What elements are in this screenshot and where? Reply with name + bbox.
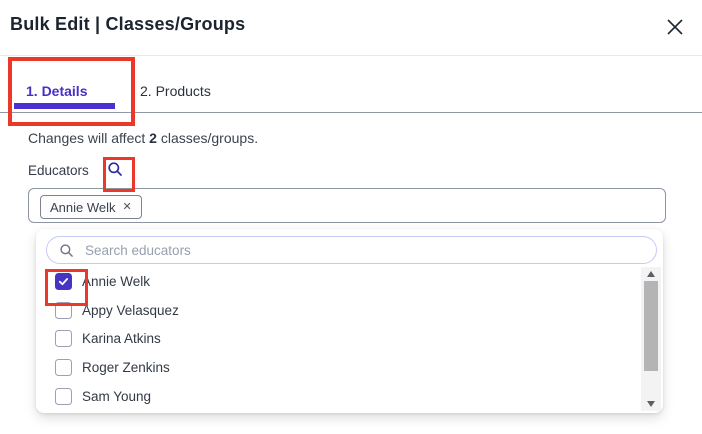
educators-dropdown: Annie Welk Appy Velasquez Karina Atkins …: [36, 229, 663, 413]
remove-tag-icon[interactable]: ✕: [122, 200, 132, 213]
active-tab-indicator: [14, 103, 115, 109]
tab-products[interactable]: 2. Products: [140, 83, 211, 99]
header-divider: [0, 55, 702, 56]
option-label: Annie Welk: [82, 273, 151, 289]
tab-products-label: 2. Products: [140, 83, 211, 99]
checkbox-roger-zenkins[interactable]: [55, 359, 72, 377]
scroll-down-button[interactable]: [641, 397, 661, 411]
triangle-up-icon: [647, 271, 655, 277]
checkbox-sam-young[interactable]: [55, 388, 72, 406]
educators-input[interactable]: Annie Welk ✕: [28, 188, 666, 223]
educators-label: Educators: [28, 163, 89, 178]
dropdown-search-box[interactable]: [46, 236, 657, 264]
option-label: Roger Zenkins: [82, 360, 170, 376]
option-label: Karina Atkins: [82, 331, 161, 347]
educator-option-annie-welk[interactable]: Annie Welk: [36, 267, 638, 296]
affect-count: 2: [149, 130, 157, 146]
close-icon: [664, 19, 686, 41]
affect-message-suffix: classes/groups.: [156, 130, 259, 146]
triangle-down-icon: [647, 401, 655, 407]
option-label: Appy Velasquez: [82, 302, 179, 318]
educator-option-karina-atkins[interactable]: Karina Atkins: [36, 325, 638, 354]
checkbox-annie-welk[interactable]: [55, 272, 72, 290]
educators-search-icon[interactable]: [107, 161, 123, 177]
tab-details[interactable]: 1. Details: [26, 83, 87, 99]
checkbox-karina-atkins[interactable]: [55, 330, 72, 348]
tabs-divider: [0, 112, 702, 113]
scroll-up-button[interactable]: [641, 267, 661, 281]
educator-option-appy-velasquez[interactable]: Appy Velasquez: [36, 296, 638, 325]
selected-educator-tag-label: Annie Welk: [50, 199, 116, 215]
scrollbar[interactable]: [641, 267, 661, 411]
affect-message-prefix: Changes will affect: [28, 130, 150, 146]
affect-message: Changes will affect 2 classes/groups.: [28, 130, 258, 146]
dropdown-search-input[interactable]: [83, 241, 644, 259]
search-icon: [59, 243, 74, 258]
tab-details-label: 1. Details: [26, 83, 88, 99]
close-button[interactable]: [663, 16, 687, 40]
scrollbar-thumb[interactable]: [644, 281, 658, 371]
educator-option-sam-young[interactable]: Sam Young: [36, 382, 638, 411]
selected-educator-tag: Annie Welk ✕: [40, 195, 142, 219]
educator-options-list: Annie Welk Appy Velasquez Karina Atkins …: [36, 267, 638, 411]
educator-option-roger-zenkins[interactable]: Roger Zenkins: [36, 353, 638, 382]
option-label: Sam Young: [82, 389, 152, 405]
checkbox-appy-velasquez[interactable]: [55, 301, 72, 319]
dialog-title: Bulk Edit | Classes/Groups: [10, 14, 246, 34]
